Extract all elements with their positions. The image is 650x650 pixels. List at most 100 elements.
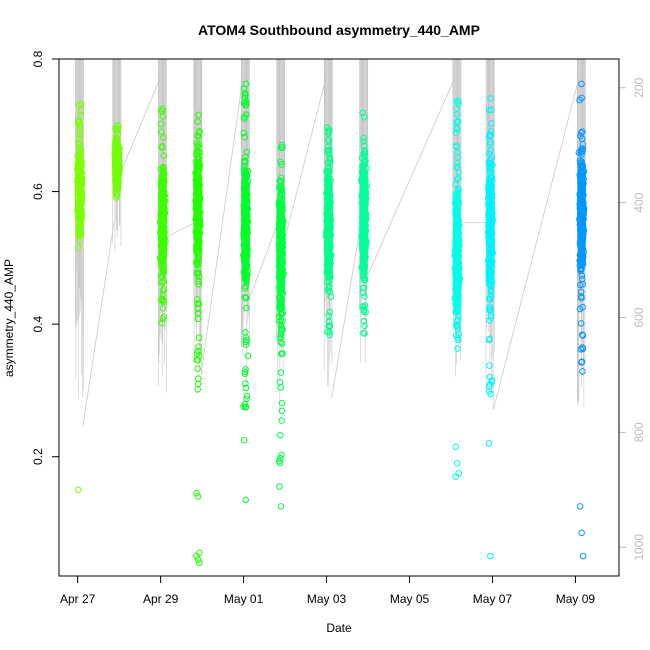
data-point <box>111 175 119 182</box>
data-point <box>194 118 201 125</box>
data-point <box>241 370 249 377</box>
x-tick-label: Apr 29 <box>143 592 179 606</box>
data-point <box>195 210 203 218</box>
data-point <box>244 352 252 360</box>
data-point <box>325 248 333 256</box>
y-tick-label: 0.2 <box>31 448 45 465</box>
y-tick-label: 0.4 <box>31 315 45 332</box>
data-point <box>159 220 166 228</box>
data-point <box>242 231 249 239</box>
data-point <box>195 300 203 308</box>
data-point <box>277 192 284 199</box>
data-point <box>159 271 167 279</box>
data-point <box>324 247 331 254</box>
data-point <box>75 177 82 185</box>
data-point <box>242 384 250 392</box>
data-point <box>111 149 119 157</box>
data-point <box>278 340 286 347</box>
data-point <box>326 184 333 192</box>
data-point <box>157 226 165 234</box>
data-point <box>277 207 284 214</box>
data-point <box>276 454 284 462</box>
data-point <box>326 288 334 296</box>
data-point <box>243 336 250 344</box>
data-point <box>277 174 285 182</box>
data-point <box>325 236 333 243</box>
data-point <box>114 121 122 129</box>
data-point <box>159 252 166 260</box>
data-point <box>241 243 249 251</box>
data-point <box>242 294 250 302</box>
data-point <box>241 159 249 167</box>
data-point <box>195 281 202 288</box>
data-point <box>76 190 84 197</box>
data-point <box>242 101 250 109</box>
data-point <box>326 308 334 316</box>
data-point <box>159 192 166 200</box>
data-point <box>243 200 251 208</box>
data-point <box>242 254 250 262</box>
data-point <box>76 124 84 132</box>
data-point <box>242 266 249 274</box>
data-point <box>276 294 283 302</box>
data-point <box>323 124 331 131</box>
data-point <box>195 200 203 207</box>
data-point <box>158 297 165 305</box>
data-point <box>241 162 248 170</box>
data-point <box>114 169 122 176</box>
data-point <box>277 178 285 185</box>
trace-connector <box>283 79 327 243</box>
data-point <box>242 276 250 284</box>
data-point <box>159 205 166 213</box>
data-point <box>242 273 249 281</box>
data-point <box>276 317 283 325</box>
data-point <box>241 90 249 97</box>
data-point <box>277 321 285 329</box>
data-point <box>240 115 248 122</box>
data-point <box>277 216 285 223</box>
data-point <box>240 225 248 233</box>
data-point <box>242 238 249 246</box>
data-point <box>194 166 201 174</box>
data-point <box>242 191 250 198</box>
data-point <box>114 125 122 132</box>
data-point <box>74 244 82 251</box>
data-point <box>193 150 200 158</box>
data-point <box>115 156 123 163</box>
data-point <box>157 234 165 241</box>
data-point <box>325 138 333 145</box>
data-point <box>160 175 168 183</box>
data-point <box>159 183 167 191</box>
data-point <box>112 189 120 196</box>
data-point <box>195 237 202 245</box>
data-point <box>278 278 285 286</box>
data-point <box>76 135 83 143</box>
x-tick-label: Apr 27 <box>60 592 96 606</box>
data-point <box>76 121 83 128</box>
data-point <box>195 334 203 341</box>
data-point <box>325 126 333 133</box>
data-point <box>241 179 248 187</box>
data-point <box>78 215 85 223</box>
data-point <box>277 249 285 257</box>
data-point <box>112 194 120 201</box>
data-point <box>243 395 250 403</box>
data-point <box>160 152 168 159</box>
data-point <box>278 161 286 168</box>
data-point <box>194 365 201 372</box>
data-point <box>240 129 248 137</box>
data-point <box>194 315 202 323</box>
data-point <box>242 329 249 336</box>
outlier-point <box>196 559 203 567</box>
data-point <box>158 179 165 186</box>
data-point <box>192 170 200 178</box>
data-point <box>325 251 333 259</box>
data-point <box>193 259 200 267</box>
data-point <box>195 160 203 167</box>
x-tick-label: May 09 <box>556 592 596 606</box>
data-point <box>75 144 83 151</box>
data-point <box>242 380 249 387</box>
data-point <box>194 234 202 242</box>
data-point <box>279 317 286 325</box>
data-point <box>192 216 200 223</box>
